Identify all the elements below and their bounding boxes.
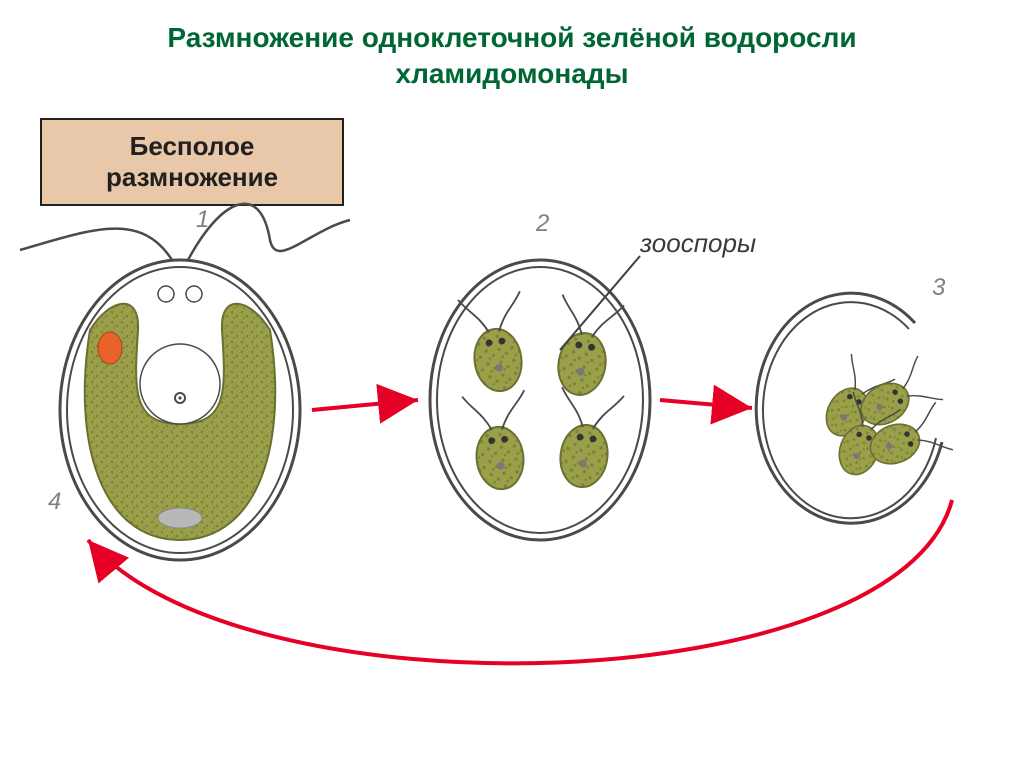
stage-2-sporangium bbox=[430, 260, 650, 540]
diagram-svg bbox=[0, 0, 1024, 767]
stage-3-release bbox=[756, 293, 953, 523]
diagram-canvas: Размножение одноклеточной зелёной водоро… bbox=[0, 0, 1024, 767]
stage-1-cell bbox=[20, 204, 350, 560]
